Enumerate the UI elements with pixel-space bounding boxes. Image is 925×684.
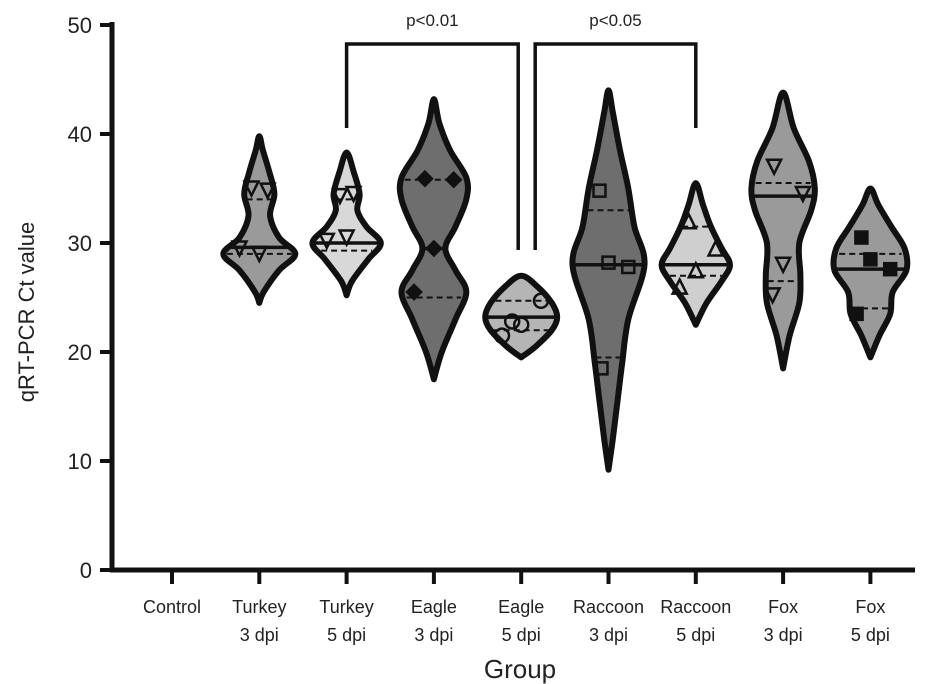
- x-category-sublabel: 3 dpi: [240, 625, 279, 645]
- violin-shape: [309, 149, 384, 299]
- x-category-label: Raccoon: [660, 597, 731, 617]
- y-ticks: 0 10 20 30 40 50: [68, 13, 112, 583]
- significance-bracket: [344, 42, 520, 250]
- x-category-sublabel: 3 dpi: [414, 625, 453, 645]
- data-point: [330, 187, 349, 206]
- x-category-label: Control: [143, 597, 201, 617]
- violin-group: [569, 87, 648, 473]
- violin-group: [396, 96, 471, 383]
- x-category-sublabel: 5 dpi: [676, 625, 715, 645]
- significance-bracket: [533, 42, 698, 250]
- significance-label: p<0.01: [406, 11, 458, 30]
- data-point: [706, 238, 725, 257]
- x-category-label: Turkey: [232, 597, 286, 617]
- x-category-label: Raccoon: [573, 597, 644, 617]
- data-point: [686, 260, 705, 279]
- data-point: [532, 292, 550, 310]
- axes-layer: [109, 22, 915, 573]
- x-category-label: Fox: [768, 597, 798, 617]
- y-tick-label: 50: [68, 13, 92, 38]
- violin-shape: [748, 89, 818, 372]
- violin-group: [830, 185, 911, 361]
- violin-group: [220, 133, 299, 306]
- data-point: [242, 180, 261, 199]
- data-point: [621, 259, 636, 275]
- violin-group: [309, 149, 384, 299]
- data-point: [258, 182, 277, 201]
- significance-label: p<0.05: [589, 11, 641, 30]
- x-category-sublabel: 5 dpi: [502, 625, 541, 645]
- data-point: [863, 252, 878, 267]
- data-point: [774, 256, 793, 275]
- data-point: [592, 183, 607, 198]
- violin-group: [658, 180, 733, 328]
- violin-shape: [569, 87, 648, 473]
- data-point: [793, 185, 812, 204]
- data-point: [594, 361, 609, 376]
- x-category-sublabel: 3 dpi: [764, 625, 803, 645]
- violin-group: [748, 89, 818, 372]
- data-point: [317, 232, 336, 251]
- data-point: [854, 230, 869, 245]
- data-point: [230, 240, 249, 259]
- data-point: [250, 245, 269, 264]
- data-point: [601, 255, 616, 270]
- data-point: [670, 276, 689, 295]
- data-point: [763, 287, 782, 306]
- x-category-sublabel: 5 dpi: [327, 625, 366, 645]
- violin-shape: [396, 96, 471, 383]
- y-tick-label: 10: [68, 449, 92, 474]
- data-point: [416, 169, 434, 188]
- data-point: [882, 261, 898, 277]
- data-point: [493, 327, 511, 344]
- violin-shape: [658, 180, 733, 328]
- violin-group: [482, 272, 561, 361]
- data-point: [512, 316, 530, 333]
- data-point: [679, 211, 698, 230]
- y-tick-label: 40: [68, 122, 92, 147]
- data-point: [425, 239, 443, 258]
- x-axis-title: Group: [484, 654, 556, 684]
- y-axis-title: qRT-PCR Ct value: [14, 222, 39, 403]
- y-tick-label: 30: [68, 231, 92, 256]
- x-category-label: Eagle: [498, 597, 544, 617]
- data-point: [503, 313, 521, 330]
- violin-shape: [220, 133, 299, 306]
- y-tick-label: 0: [80, 558, 92, 583]
- x-category-sublabel: 5 dpi: [851, 625, 890, 645]
- x-ticks: Control Turkey 3 dpi Turkey 5 dpi Eagle 3 dpi E…: [143, 570, 890, 645]
- x-category-label: Turkey: [319, 597, 373, 617]
- significance-brackets: p<0.01 p<0.05: [344, 11, 698, 250]
- x-category-label: Fox: [855, 597, 885, 617]
- y-tick-label: 20: [68, 340, 92, 365]
- violin-layer: [220, 87, 911, 473]
- data-point: [444, 171, 463, 189]
- data-point: [765, 158, 784, 177]
- data-point: [337, 229, 356, 248]
- x-category-sublabel: 3 dpi: [589, 625, 628, 645]
- data-point: [405, 283, 423, 301]
- x-category-label: Eagle: [411, 597, 457, 617]
- data-point: [344, 185, 363, 204]
- data-point: [849, 306, 864, 322]
